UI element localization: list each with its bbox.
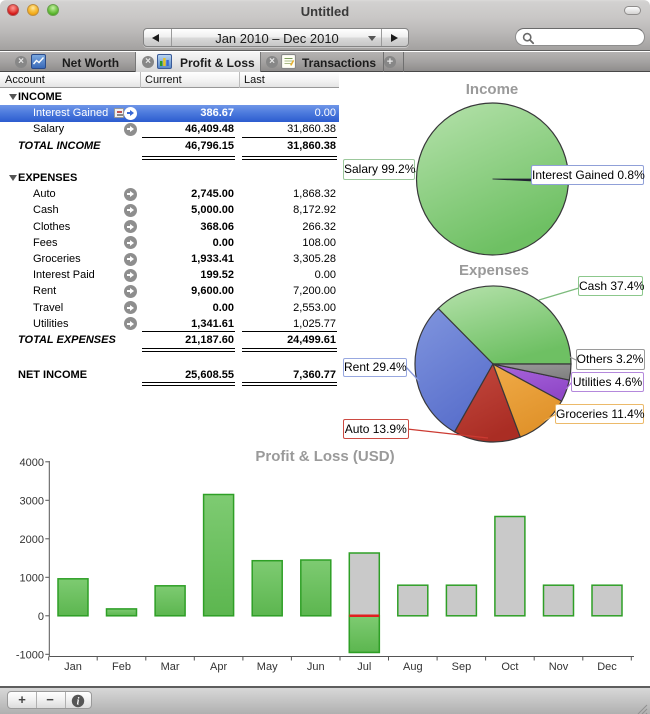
svg-text:Sep: Sep [452, 661, 472, 673]
svg-text:0: 0 [38, 611, 44, 623]
svg-text:Jul: Jul [357, 661, 371, 673]
svg-text:4000: 4000 [20, 457, 44, 469]
svg-text:-1000: -1000 [16, 649, 44, 661]
svg-text:3000: 3000 [20, 495, 44, 507]
svg-text:1000: 1000 [20, 572, 44, 584]
svg-text:Jun: Jun [307, 661, 325, 673]
svg-text:Oct: Oct [501, 661, 518, 673]
svg-text:May: May [257, 661, 278, 673]
svg-text:Dec: Dec [597, 661, 617, 673]
svg-text:Feb: Feb [112, 661, 131, 673]
svg-text:Jan: Jan [64, 661, 82, 673]
svg-text:Apr: Apr [210, 661, 227, 673]
svg-text:Mar: Mar [161, 661, 180, 673]
svg-text:2000: 2000 [20, 534, 44, 546]
svg-text:Aug: Aug [403, 661, 423, 673]
svg-text:i: i [77, 696, 80, 707]
svg-text:Nov: Nov [549, 661, 569, 673]
